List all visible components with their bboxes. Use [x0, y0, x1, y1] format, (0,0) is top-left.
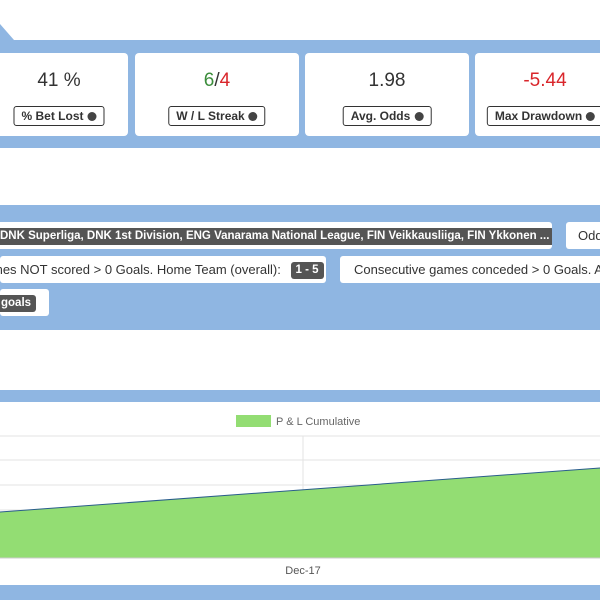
filter-text: Odd — [578, 228, 600, 243]
stat-label: % Bet Lost — [21, 109, 84, 123]
stats-band: 41 % % Bet Lost 6/4 W / L Streak 1.98 Av… — [0, 40, 600, 148]
stat-card: 41 % % Bet Lost — [0, 53, 128, 136]
stat-button[interactable]: Max Drawdown — [486, 106, 600, 126]
filter-badge: goals — [0, 295, 37, 312]
legend-label: P & L Cumulative — [276, 416, 360, 428]
stat-button[interactable]: W / L Streak — [168, 106, 266, 126]
chart-band: P & L Cumulative Dec-17 — [0, 390, 600, 600]
stat-value: 41 % — [37, 70, 81, 91]
filters-band: DNK Superliga, DNK 1st Division, ENG Van… — [0, 205, 600, 330]
separator: / — [214, 70, 220, 91]
stat-card: 6/4 W / L Streak — [135, 53, 299, 136]
loss-streak: 4 — [219, 70, 231, 91]
chart-panel: P & L Cumulative Dec-17 — [0, 402, 600, 585]
filter-badge: 1 - 5 — [290, 262, 324, 279]
filter-box: mes NOT scored > 0 Goals. Home Team (ove… — [0, 256, 326, 283]
stat-card: -5.44 Max Drawdown — [475, 53, 600, 136]
stat-label: Max Drawdown — [494, 109, 583, 123]
legend-swatch — [236, 415, 271, 427]
filter-text: Consecutive games conceded > 0 Goals. Av — [354, 262, 600, 277]
stat-label: W / L Streak — [176, 109, 245, 123]
filter-box: DNK Superliga, DNK 1st Division, ENG Van… — [0, 222, 552, 249]
filter-box: Odd — [566, 222, 600, 249]
filter-text: mes NOT scored > 0 Goals. Home Team (ove… — [0, 262, 281, 277]
filter-box: goals — [0, 289, 49, 316]
stat-card: 1.98 Avg. Odds — [305, 53, 469, 136]
stat-value: -5.44 — [523, 70, 567, 91]
stat-value: 1.98 — [368, 70, 406, 91]
pl-area — [0, 468, 600, 558]
filter-box: Consecutive games conceded > 0 Goals. Av — [340, 256, 600, 283]
stat-button[interactable]: % Bet Lost — [13, 106, 105, 126]
stat-button[interactable]: Avg. Odds — [342, 106, 432, 126]
pl-line — [0, 467, 600, 513]
chart: P & L Cumulative Dec-17 — [0, 415, 600, 577]
x-tick-label: Dec-17 — [285, 565, 320, 577]
corner-tab — [0, 24, 14, 40]
win-streak: 6 — [203, 70, 215, 91]
leagues-badge: DNK Superliga, DNK 1st Division, ENG Van… — [0, 228, 552, 245]
stat-value: 6/4 — [135, 70, 299, 92]
stat-label: Avg. Odds — [350, 109, 411, 123]
